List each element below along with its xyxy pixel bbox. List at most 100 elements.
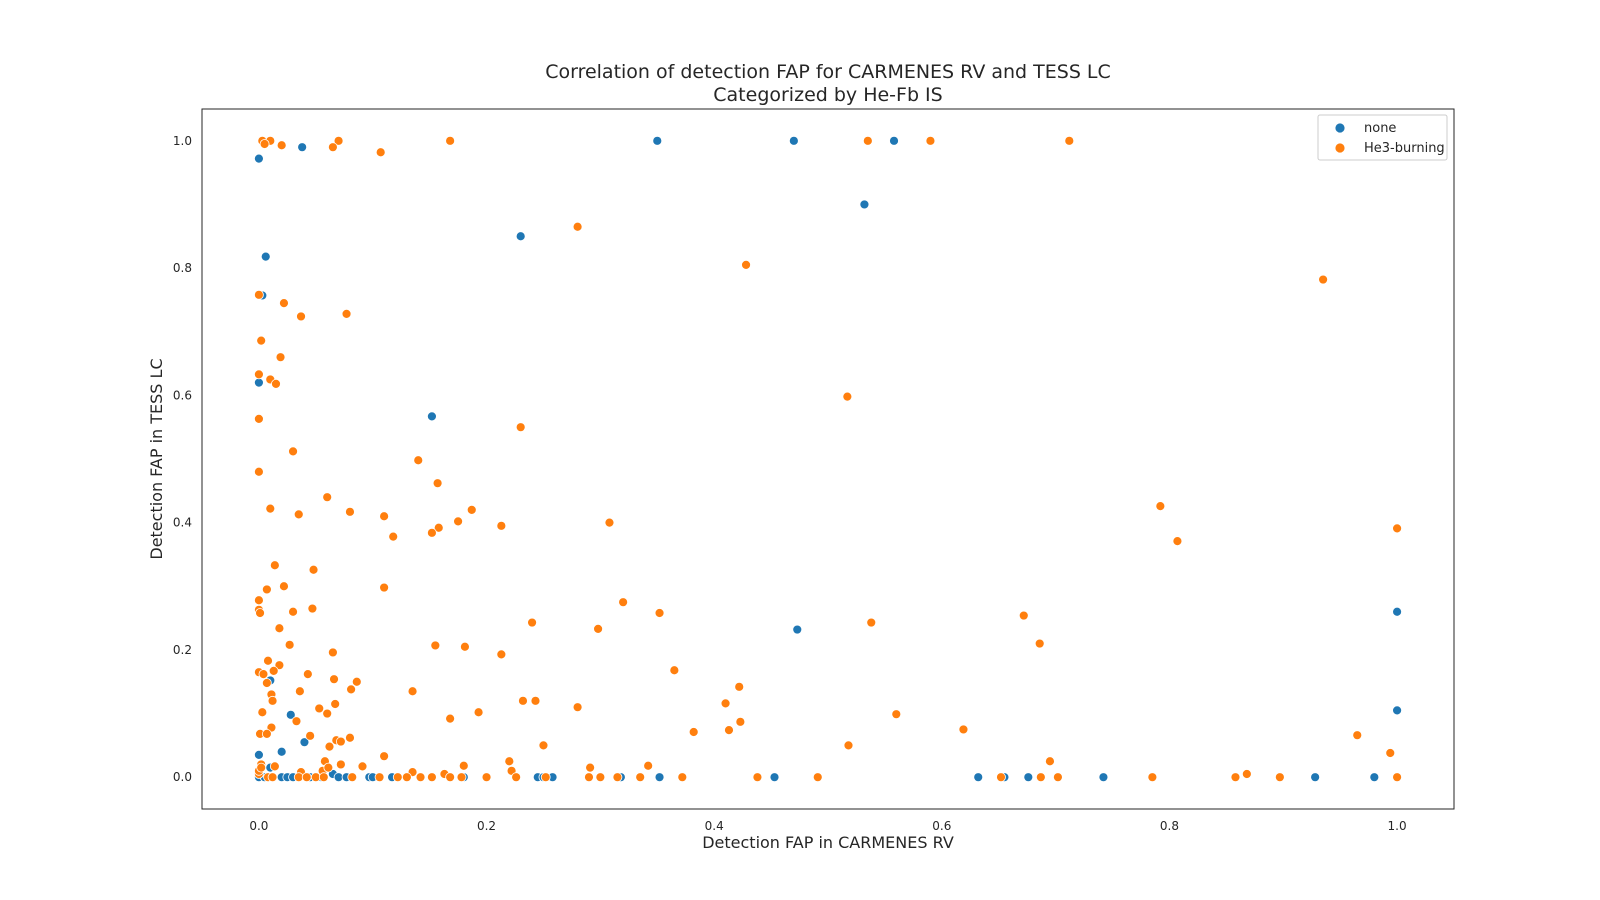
data-point-he3-burning	[458, 760, 469, 771]
data-point-none	[254, 153, 264, 164]
data-point-he3-burning	[456, 772, 467, 783]
data-point-he3-burning	[654, 608, 665, 618]
data-point-he3-burning	[269, 560, 280, 571]
data-point-he3-burning	[572, 702, 583, 713]
y-tick-label: 0.0	[173, 770, 192, 784]
data-point-he3-burning	[291, 716, 302, 727]
data-point-he3-burning	[374, 772, 385, 783]
data-point-he3-burning	[279, 298, 289, 308]
data-point-he3-burning	[1053, 772, 1063, 783]
data-point-he3-burning	[288, 606, 298, 617]
data-point-he3-burning	[1064, 135, 1075, 146]
data-point-he3-burning	[318, 772, 329, 783]
data-point-he3-burning	[481, 772, 492, 783]
data-point-he3-burning	[572, 221, 583, 232]
data-point-he3-burning	[301, 772, 312, 783]
data-point-he3-burning	[1241, 769, 1252, 779]
y-axis-ticks: 0.0 0.2 0.4 0.6 0.8 1.0	[173, 134, 192, 784]
data-point-he3-burning	[379, 751, 390, 762]
data-point-he3-burning	[347, 772, 358, 783]
data-point-none	[1310, 772, 1321, 783]
data-point-none	[1098, 772, 1109, 783]
chart-subtitle: Categorized by He-Fb IS	[713, 84, 942, 106]
data-point-he3-burning	[496, 649, 507, 660]
legend-marker-he3-burning	[1334, 142, 1346, 154]
data-point-he3-burning	[540, 772, 551, 783]
data-point-he3-burning	[1155, 501, 1166, 511]
data-point-none	[654, 772, 665, 783]
data-point-he3-burning	[538, 740, 549, 751]
data-point-none	[973, 772, 984, 783]
data-point-he3-burning	[268, 666, 279, 676]
data-point-he3-burning	[1045, 756, 1055, 767]
data-point-none	[788, 135, 799, 146]
data-point-none	[889, 135, 899, 146]
data-point-he3-burning	[1034, 638, 1045, 649]
data-point-he3-burning	[453, 516, 463, 527]
data-point-he3-burning	[724, 725, 734, 735]
data-point-he3-burning	[432, 478, 443, 489]
data-point-none	[285, 709, 296, 720]
data-point-he3-burning	[294, 686, 305, 697]
data-point-he3-burning	[261, 678, 272, 688]
data-point-he3-burning	[612, 772, 623, 783]
data-point-he3-burning	[254, 595, 264, 606]
data-point-he3-burning	[327, 647, 338, 658]
data-point-none	[254, 377, 264, 388]
data-point-none	[1369, 772, 1380, 783]
data-point-he3-burning	[276, 140, 287, 151]
data-point-he3-burning	[271, 379, 281, 389]
data-point-none	[769, 772, 780, 783]
data-point-he3-burning	[473, 707, 484, 718]
data-point-he3-burning	[263, 655, 273, 666]
data-point-he3-burning	[259, 139, 270, 149]
data-point-he3-burning	[866, 617, 877, 628]
data-point-he3-burning	[460, 641, 470, 652]
data-point-he3-burning	[996, 772, 1006, 783]
data-point-he3-burning	[379, 582, 390, 593]
data-point-he3-burning	[427, 527, 437, 538]
data-point-he3-burning	[445, 772, 456, 783]
data-point-he3-burning	[1385, 748, 1396, 758]
data-point-he3-burning	[254, 466, 264, 477]
data-point-he3-burning	[254, 289, 264, 300]
x-tick-label: 0.2	[477, 819, 496, 833]
data-point-he3-burning	[357, 761, 368, 772]
data-point-he3-burning	[445, 135, 456, 146]
data-point-he3-burning	[293, 509, 304, 520]
data-point-he3-burning	[265, 503, 276, 514]
data-point-he3-burning	[288, 446, 298, 457]
data-point-none	[254, 750, 264, 760]
data-point-he3-burning	[346, 684, 357, 695]
data-point-he3-burning	[261, 584, 272, 595]
y-tick-label: 0.8	[173, 261, 192, 275]
data-point-he3-burning	[530, 695, 541, 706]
data-point-he3-burning	[323, 762, 334, 773]
data-point-he3-burning	[329, 674, 339, 685]
data-point-he3-burning	[267, 772, 278, 783]
data-point-he3-burning	[496, 520, 507, 531]
data-point-he3-burning	[322, 492, 333, 503]
data-point-none	[299, 737, 310, 748]
data-point-he3-burning	[445, 713, 456, 724]
data-point-he3-burning	[308, 564, 319, 575]
data-point-none	[652, 135, 663, 146]
data-point-he3-burning	[752, 772, 763, 783]
legend-marker-none	[1334, 122, 1346, 134]
data-point-he3-burning	[741, 260, 751, 270]
data-point-he3-burning	[669, 665, 680, 676]
data-point-he3-burning	[269, 761, 280, 772]
data-point-he3-burning	[351, 676, 362, 687]
data-point-he3-burning	[677, 772, 688, 783]
chart-title: Correlation of detection FAP for CARMENE…	[545, 61, 1111, 83]
data-point-he3-burning	[254, 414, 264, 424]
y-tick-label: 0.4	[173, 516, 192, 530]
y-axis-label: Detection FAP in TESS LC	[147, 358, 166, 559]
data-point-he3-burning	[345, 732, 355, 743]
data-point-he3-burning	[618, 597, 629, 608]
data-point-he3-burning	[345, 506, 355, 517]
data-point-he3-burning	[584, 772, 594, 783]
data-point-he3-burning	[305, 730, 316, 741]
data-point-he3-burning	[415, 772, 426, 783]
